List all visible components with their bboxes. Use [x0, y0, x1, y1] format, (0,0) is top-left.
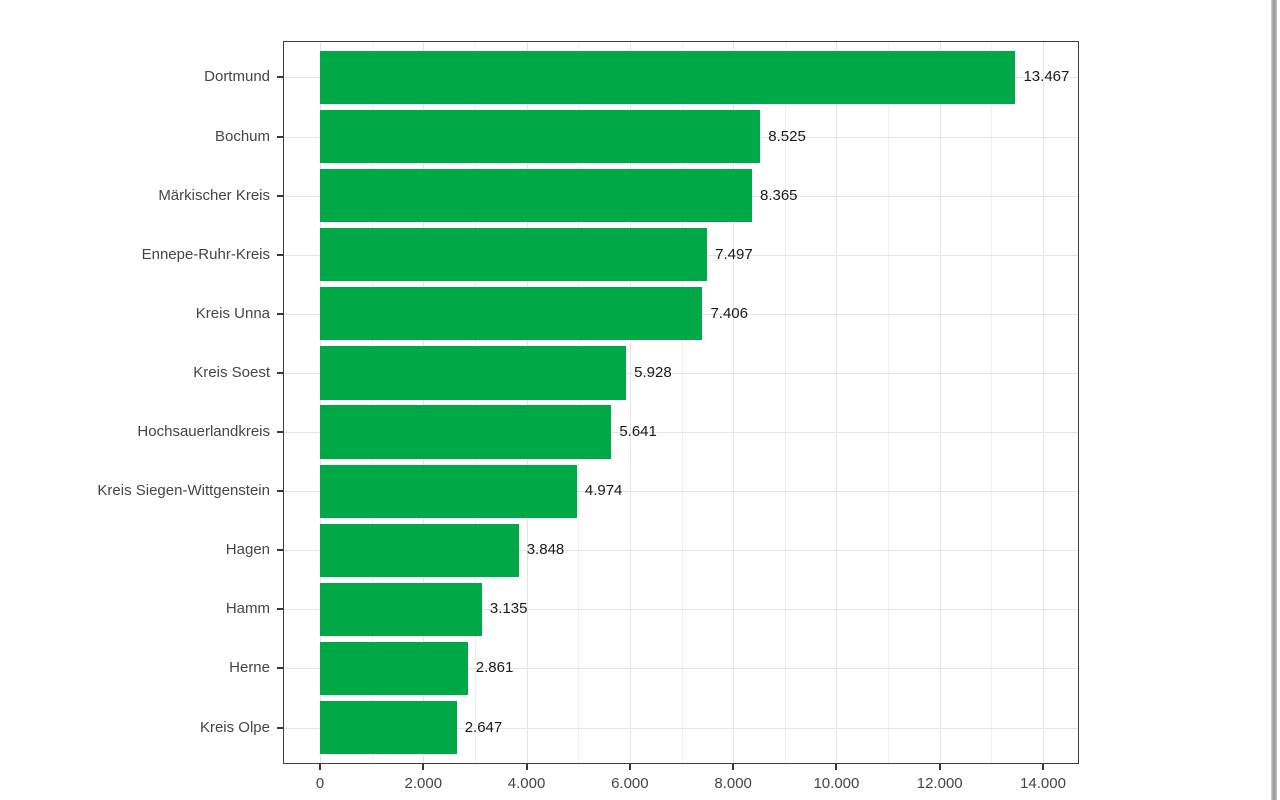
y-axis-tick: [277, 135, 284, 138]
x-axis-tick: [1042, 763, 1044, 770]
y-axis-label: Kreis Olpe: [199, 718, 270, 736]
bar: [320, 523, 519, 577]
gridline-horizontal-major: [284, 609, 1078, 611]
y-axis-label: Dortmund: [204, 68, 270, 86]
bar-value-label: 5.641: [619, 423, 657, 441]
y-axis-tick: [277, 76, 284, 79]
gridline-vertical-major: [629, 42, 631, 763]
y-axis-label: Hagen: [225, 541, 270, 559]
y-axis-label: Bochum: [214, 127, 270, 145]
x-axis-tick-label: 4.000: [507, 775, 546, 792]
gridline-vertical-major: [423, 42, 425, 763]
y-axis-tick: [277, 490, 284, 493]
y-axis-tick: [277, 194, 284, 197]
gridline-vertical-minor: [991, 42, 993, 763]
bar-value-label: 3.848: [526, 541, 565, 559]
x-axis-tick-label: 14.000: [1020, 775, 1066, 792]
bar-value-label: 2.861: [475, 659, 514, 677]
y-axis-tick: [277, 253, 284, 256]
y-axis-label: Hamm: [225, 600, 270, 618]
y-axis-label: Kreis Unna: [195, 304, 270, 322]
gridline-vertical-minor: [371, 42, 373, 763]
x-axis-tick-label: 8.000: [714, 775, 752, 792]
bar: [320, 464, 577, 518]
gridline-vertical-major: [836, 42, 838, 763]
x-axis-tick: [422, 763, 425, 770]
bar-value-label: 8.365: [759, 186, 798, 204]
bar-value-label: 7.406: [710, 304, 748, 322]
x-axis-tick: [835, 763, 838, 770]
x-axis-tick: [938, 763, 941, 770]
y-axis-tick: [277, 312, 284, 315]
y-axis-label: Märkischer Kreis: [158, 186, 270, 204]
x-axis-tick-label: 10.000: [813, 775, 860, 792]
bar-value-label: 3.135: [489, 600, 528, 618]
gridline-horizontal-major: [284, 727, 1078, 729]
gridline-vertical-major: [526, 42, 528, 763]
gridline-horizontal-major: [284, 372, 1078, 374]
x-axis-tick-label: 6.000: [611, 775, 649, 792]
y-axis-tick: [277, 726, 284, 729]
gridline-horizontal-major: [284, 432, 1078, 434]
gridline-vertical-minor: [474, 42, 476, 763]
gridline-horizontal-major: [284, 668, 1078, 670]
gridline-vertical-minor: [681, 42, 683, 763]
bar: [320, 228, 708, 282]
y-axis-tick: [277, 371, 284, 374]
y-axis-tick: [277, 431, 284, 434]
bar: [320, 169, 752, 223]
y-axis-label: Herne: [229, 659, 270, 677]
bar: [320, 405, 612, 459]
bar-value-label: 4.974: [584, 482, 623, 500]
x-axis-tick: [628, 763, 631, 770]
bar: [320, 287, 703, 341]
gridline-horizontal-major: [284, 550, 1078, 552]
gridline-vertical-major: [1043, 42, 1044, 763]
bar: [320, 641, 468, 696]
gridline-vertical-major: [939, 42, 941, 763]
x-axis-tick: [319, 763, 321, 770]
x-axis-tick-label: 12.000: [916, 775, 963, 792]
y-axis-label: Kreis Siegen-Wittgenstein: [97, 482, 270, 500]
gridline-vertical-minor: [578, 42, 580, 763]
y-axis-label: Hochsauerlandkreis: [137, 423, 270, 441]
bar: [320, 50, 1016, 105]
bar-value-label: 5.928: [634, 363, 672, 381]
gridline-horizontal-major: [284, 491, 1078, 493]
bar-value-label: 13.467: [1023, 68, 1070, 86]
bar-value-label: 7.497: [715, 245, 753, 263]
vertical-scrollbar[interactable]: [1271, 0, 1277, 800]
y-axis-label: Ennepe-Ruhr-Kreis: [141, 245, 270, 263]
y-axis-tick: [277, 667, 284, 670]
gridline-vertical-major: [733, 42, 735, 763]
bar: [320, 346, 627, 400]
bar: [320, 582, 482, 636]
y-axis-label: Kreis Soest: [193, 363, 270, 381]
x-axis-tick-label: 0: [315, 775, 325, 792]
bar: [320, 700, 457, 755]
y-axis-tick: [277, 608, 284, 611]
bar-value-label: 2.647: [464, 718, 503, 736]
x-axis-tick-label: 2.000: [404, 775, 443, 792]
gridline-vertical-major: [320, 42, 321, 763]
x-axis-tick: [525, 763, 528, 770]
bar: [320, 109, 761, 164]
gridline-vertical-minor: [784, 42, 786, 763]
x-axis-tick: [732, 763, 735, 770]
y-axis-tick: [277, 549, 284, 552]
bar-value-label: 8.525: [768, 127, 806, 145]
gridline-vertical-minor: [888, 42, 890, 763]
